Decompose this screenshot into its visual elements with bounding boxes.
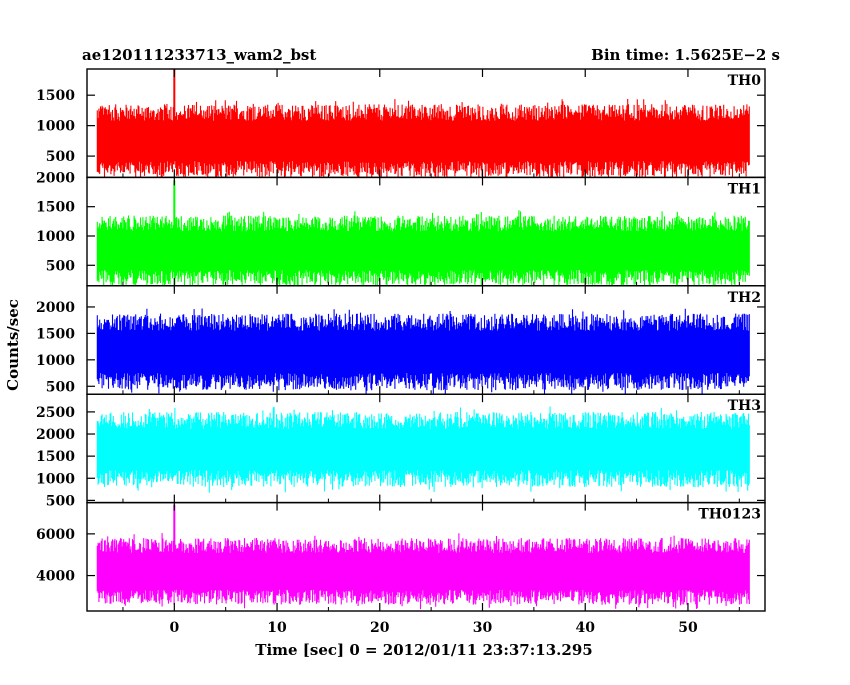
y-tick-label: 500 [46, 149, 75, 165]
series-th0123-line [96, 533, 750, 610]
y-tick-label: 1000 [36, 353, 75, 369]
y-tick-label: 1500 [36, 449, 75, 465]
panel-th0123: 4000 6000 TH0123 [36, 501, 766, 612]
x-tick-label: 40 [575, 620, 595, 636]
y-tick-label: 500 [46, 379, 75, 395]
panels-group: 500 1000 1500 TH0 500 1000 1500 2000 TH1 500 1000 1… [36, 68, 766, 612]
x-tick-label: 0 [169, 620, 179, 636]
y-axis-label: Counts/sec [4, 299, 22, 391]
panel-th3: 500 1000 1500 2000 2500 TH3 [36, 393, 766, 509]
y-tick-label: 2500 [36, 405, 75, 421]
y-tick-label: 1500 [36, 88, 75, 104]
panel-label-th2: TH2 [728, 290, 761, 306]
x-tick-label: 30 [473, 620, 493, 636]
x-axis-label: Time [sec] 0 = 2012/01/11 23:37:13.295 [255, 641, 592, 659]
series-th2-line [96, 308, 750, 395]
series-th0-line [96, 99, 750, 178]
x-tick-label: 20 [370, 620, 390, 636]
x-axis: 0 10 20 30 40 50 [169, 620, 698, 636]
x-tick-label: 50 [678, 620, 698, 636]
series-th1-line [96, 210, 750, 286]
y-tick-label: 1000 [36, 471, 75, 487]
x-tick-label: 10 [267, 620, 287, 636]
y-tick-label: 1500 [36, 200, 75, 216]
panel-label-th1: TH1 [728, 181, 761, 197]
chart-title: ae120111233713_wam2_bst [82, 46, 316, 64]
y-tick-label: 1000 [36, 229, 75, 245]
panel-frame [86, 501, 766, 612]
panel-label-th3: TH3 [728, 398, 761, 414]
panel-th1: 500 1000 1500 2000 TH1 [36, 170, 766, 287]
y-tick-label: 1000 [36, 119, 75, 135]
panel-th0: 500 1000 1500 TH0 [36, 68, 766, 179]
y-tick-label: 4000 [36, 569, 75, 585]
bin-time-label: Bin time: 1.5625E−2 s [591, 46, 780, 64]
panel-label-th0: TH0 [728, 73, 762, 89]
y-tick-label: 2000 [36, 427, 75, 443]
series-th3-line [96, 406, 750, 493]
y-tick-label: 1500 [36, 326, 75, 342]
panel-label-th0123: TH0123 [698, 507, 761, 523]
y-tick-label: 2000 [36, 170, 75, 186]
y-tick-label: 2000 [36, 300, 75, 316]
y-tick-label: 6000 [36, 527, 75, 543]
y-tick-label: 500 [46, 493, 75, 509]
y-tick-label: 500 [46, 258, 75, 274]
panel-th2: 500 1000 1500 2000 TH2 [36, 285, 766, 395]
